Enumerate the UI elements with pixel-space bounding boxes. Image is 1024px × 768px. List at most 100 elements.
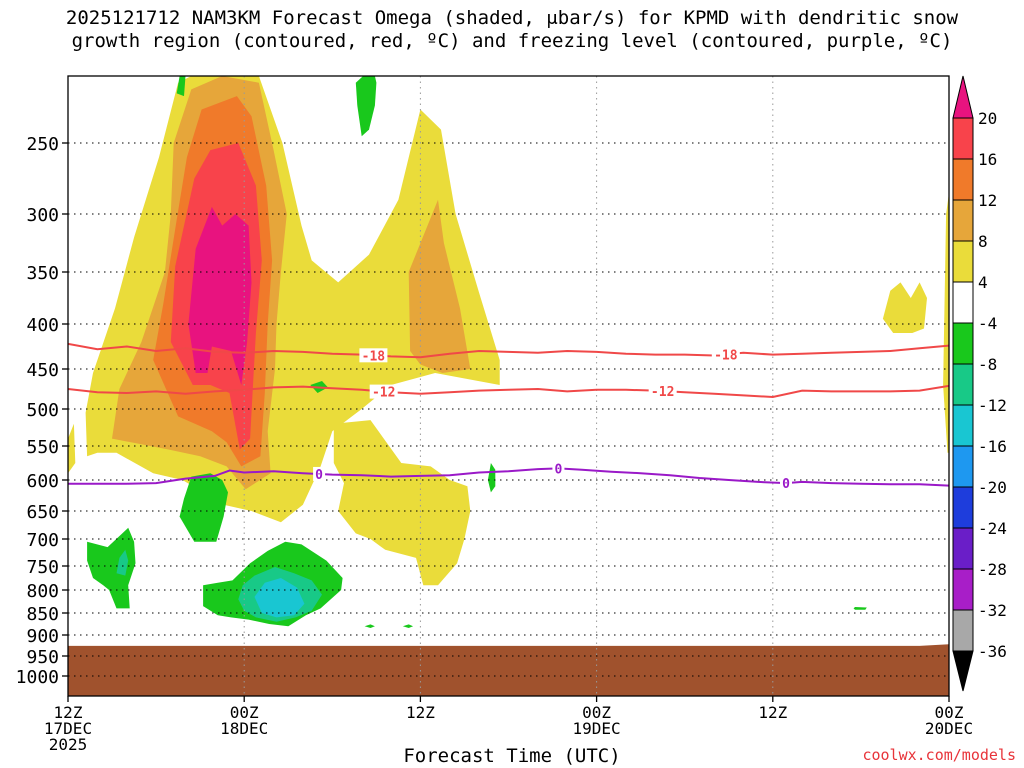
- colorbar-label: 4: [978, 273, 988, 292]
- x-tick-label: 00Z: [935, 703, 964, 722]
- colorbar-bin: [952, 568, 974, 611]
- x-tick-label: 00Z: [582, 703, 611, 722]
- colorbar-bin: [952, 609, 974, 652]
- y-tick-label: 400: [26, 315, 59, 336]
- x-tick-label: 20DEC: [925, 719, 973, 738]
- colorbar-label: -32: [978, 601, 1007, 620]
- y-tick-label: 600: [26, 471, 59, 492]
- y-tick-label: 250: [26, 134, 59, 155]
- colorbar-bin: [952, 117, 974, 160]
- colorbar-bin: [952, 486, 974, 529]
- contour-label: -18: [714, 348, 738, 363]
- omega-region-neg4-neg8-dot: [853, 607, 867, 610]
- y-tick-label: 950: [26, 647, 59, 668]
- colorbar-bin: [952, 240, 974, 283]
- omega-region-neg4-neg8-dot2: [364, 624, 375, 628]
- contour-label-bg: [780, 476, 793, 491]
- colorbar-bin: [952, 199, 974, 242]
- colorbar-label: -8: [978, 355, 997, 374]
- x-axis-title: Forecast Time (UTC): [403, 745, 621, 767]
- ground-surface: [68, 644, 949, 696]
- colorbar-label: -36: [978, 642, 1007, 661]
- y-tick-label: 450: [26, 360, 59, 381]
- omega-region-8-12-mid: [408, 199, 471, 373]
- credit-text: coolwx.com/models: [862, 746, 1016, 764]
- chart-title-line-2: growth region (contoured, red, ºC) and f…: [71, 30, 953, 52]
- temperature-contours: -18 -18 -12 -12 0 0 0: [68, 342, 949, 492]
- colorbar-bin: [952, 281, 974, 324]
- colorbar: 20 16 12 8 4 -4 -8 -12 -16 -20 -24 -28 -32 -36: [952, 75, 1007, 692]
- omega-shading: [68, 76, 949, 628]
- contour-label-bg: [369, 384, 398, 399]
- x-tick-label: 17DEC: [44, 719, 92, 738]
- omega-region-neg4-neg8-topleft: [176, 76, 186, 97]
- contour-label: -18: [362, 349, 386, 364]
- x-tick-label: 18DEC: [220, 719, 268, 738]
- colorbar-bin: [952, 527, 974, 570]
- colorbar-bin: [952, 158, 974, 201]
- omega-region-neg8-neg12-left: [116, 549, 129, 576]
- colorbar-label: -4: [978, 314, 997, 333]
- y-tick-label: 300: [26, 205, 59, 226]
- y-tick-label: 750: [26, 557, 59, 578]
- y-tick-label: 850: [26, 604, 59, 625]
- colorbar-bin: [952, 445, 974, 488]
- colorbar-label: -28: [978, 560, 1007, 579]
- x-tick-label: 12Z: [54, 703, 83, 722]
- colorbar-bin: [952, 322, 974, 365]
- contour-label-bg: [648, 384, 677, 398]
- colorbar-label: -24: [978, 519, 1007, 538]
- colorbar-label: -16: [978, 437, 1007, 456]
- contour-line--18: [68, 342, 949, 359]
- omega-region-gt-20: [188, 206, 252, 385]
- contour-label: -12: [372, 386, 395, 401]
- ground-layer: [68, 644, 949, 696]
- plot-frame: [67, 75, 950, 697]
- chart-title-line-1: 2025121712 NAM3KM Forecast Omega (shaded…: [65, 7, 959, 29]
- omega-region-4-8-edge: [68, 423, 76, 474]
- y-tick-label: 500: [26, 400, 59, 421]
- y-tick-label: 550: [26, 437, 59, 458]
- contour-line-0: [68, 467, 949, 487]
- contour-label: -12: [651, 385, 674, 400]
- colorbar-bin: [952, 404, 974, 447]
- y-tick-label: 650: [26, 502, 59, 523]
- colorbar-arrow-bottom: [952, 650, 974, 692]
- omega-region-4-8-right: [882, 282, 927, 333]
- omega-region-neg4-neg8-dot3: [402, 624, 414, 628]
- x-tick-label: 2025: [49, 735, 88, 754]
- x-tick-label: 12Z: [406, 703, 435, 722]
- x-tick-label: 12Z: [758, 703, 787, 722]
- omega-region-4-8-right-edge: [943, 192, 949, 453]
- y-tick-label: 900: [26, 626, 59, 647]
- y-axis-ticks: 2503003504004505005506006507007508008509…: [16, 134, 68, 688]
- contour-label-bg: [711, 347, 740, 362]
- omega-region-neg4-neg8-top: [355, 76, 377, 137]
- colorbar-label: 12: [978, 191, 997, 210]
- contour-label: 0: [782, 477, 790, 492]
- contour-line--12: [68, 384, 949, 399]
- y-tick-label: 800: [26, 581, 59, 602]
- omega-region-neg12-neg16: [254, 578, 305, 618]
- omega-region-neg4-neg8-thin: [487, 463, 496, 493]
- x-tick-label: 19DEC: [573, 719, 621, 738]
- contour-label: 0: [315, 468, 323, 483]
- colorbar-bin: [952, 363, 974, 406]
- x-tick-label: 00Z: [230, 703, 259, 722]
- y-tick-label: 700: [26, 530, 59, 551]
- contour-label-bg: [359, 348, 388, 363]
- colorbar-label: 8: [978, 232, 988, 251]
- colorbar-label: -20: [978, 478, 1007, 497]
- colorbar-arrow-top: [952, 75, 974, 119]
- contour-label-bg: [313, 466, 326, 481]
- contour-label: 0: [555, 462, 563, 477]
- y-tick-label: 1000: [16, 667, 59, 688]
- contour-label-bg: [552, 461, 565, 476]
- colorbar-label: 20: [978, 109, 997, 128]
- omega-region-neg4-neg8-b: [87, 527, 136, 609]
- y-tick-label: 350: [26, 263, 59, 284]
- omega-region-4-8-mid: [333, 420, 471, 586]
- omega-region-neg4-neg8-a: [179, 473, 228, 542]
